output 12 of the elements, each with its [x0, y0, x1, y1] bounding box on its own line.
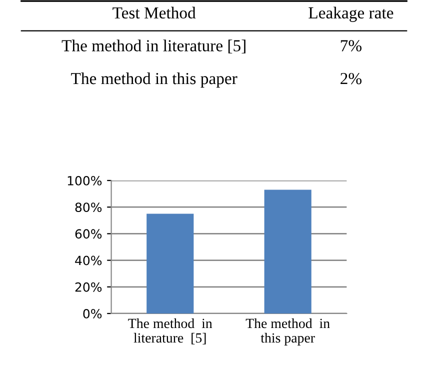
text: The method in this paper	[71, 72, 238, 88]
text: Test Method	[112, 6, 196, 19]
y-tick-label: 100%	[68, 176, 102, 186]
text: Leakage rate	[308, 6, 394, 22]
text: 2%	[340, 72, 362, 84]
y-tick-label: 20%	[75, 282, 102, 292]
y-tick-label: 40%	[75, 256, 102, 266]
y-tick-label: 60%	[75, 229, 102, 239]
y-tick-label: 0%	[83, 308, 102, 318]
y-tick-label: 80%	[75, 202, 102, 212]
text: The method in literature [5]	[62, 40, 246, 54]
text: 7%	[340, 40, 362, 52]
